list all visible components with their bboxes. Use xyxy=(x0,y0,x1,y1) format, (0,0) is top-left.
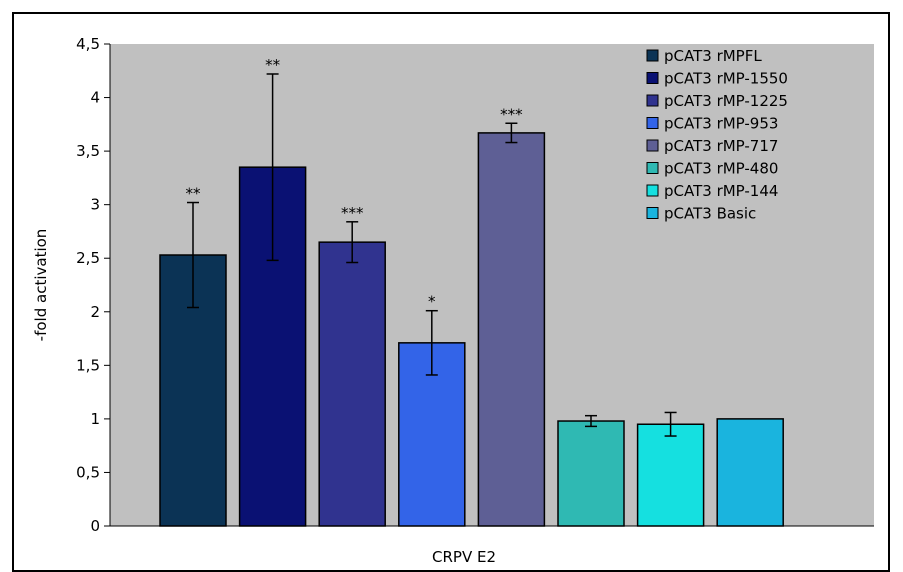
y-axis-title: -fold activation xyxy=(32,229,50,342)
legend: pCAT3 rMPFL pCAT3 rMP-1550 pCAT3 rMP-1225 p… xyxy=(646,47,788,223)
bar xyxy=(318,241,386,527)
bar xyxy=(716,418,784,527)
legend-label: pCAT3 rMP-1550 xyxy=(664,70,788,88)
legend-swatch xyxy=(646,162,659,174)
chart-frame: 0 0,5 1 1,5 2 2,5 3 3,5 4 4,5 ** ** *** * *** pCAT3 r… xyxy=(12,12,890,572)
legend-label: pCAT3 rMPFL xyxy=(664,47,762,65)
significance-label: * xyxy=(428,293,436,311)
legend-swatch xyxy=(646,72,659,84)
bars: *********** xyxy=(159,56,784,527)
legend-swatch xyxy=(646,49,659,62)
legend-swatch xyxy=(646,117,659,129)
legend-swatch xyxy=(646,139,659,152)
y-tick-label: 0 xyxy=(90,517,100,535)
y-tick-label: 3 xyxy=(90,196,100,214)
significance-label: ** xyxy=(186,185,202,203)
significance-label: ** xyxy=(265,56,281,74)
significance-label: *** xyxy=(500,105,523,123)
y-tick-label: 0,5 xyxy=(76,463,100,481)
y-tick-label: 2 xyxy=(90,303,100,321)
y-tick-label: 1 xyxy=(90,410,100,428)
bar xyxy=(477,132,546,527)
bar-chart: 00,511,522,533,544,5 *********** pCAT3 r… xyxy=(32,35,874,566)
bar xyxy=(636,423,705,527)
y-tick-label: 4 xyxy=(90,89,100,107)
bar xyxy=(398,342,466,527)
y-tick-label: 3,5 xyxy=(76,142,100,160)
significance-label: *** xyxy=(341,204,364,222)
bar xyxy=(557,420,625,527)
legend-swatch xyxy=(646,94,659,107)
legend-label: pCAT3 rMP-953 xyxy=(664,115,778,133)
legend-swatch xyxy=(646,207,659,219)
y-tick-label: 1,5 xyxy=(76,356,100,374)
legend-swatch xyxy=(646,184,659,197)
legend-label: pCAT3 Basic xyxy=(664,205,756,223)
legend-label: pCAT3 rMP-480 xyxy=(664,160,778,178)
legend-label: pCAT3 rMP-144 xyxy=(664,182,778,200)
legend-label: pCAT3 rMP-1225 xyxy=(664,92,788,110)
x-axis-title: CRPV E2 xyxy=(432,548,496,566)
y-tick-label: 2,5 xyxy=(76,249,100,267)
legend-label: pCAT3 rMP-717 xyxy=(664,137,778,155)
y-tick-label: 4,5 xyxy=(76,35,100,53)
